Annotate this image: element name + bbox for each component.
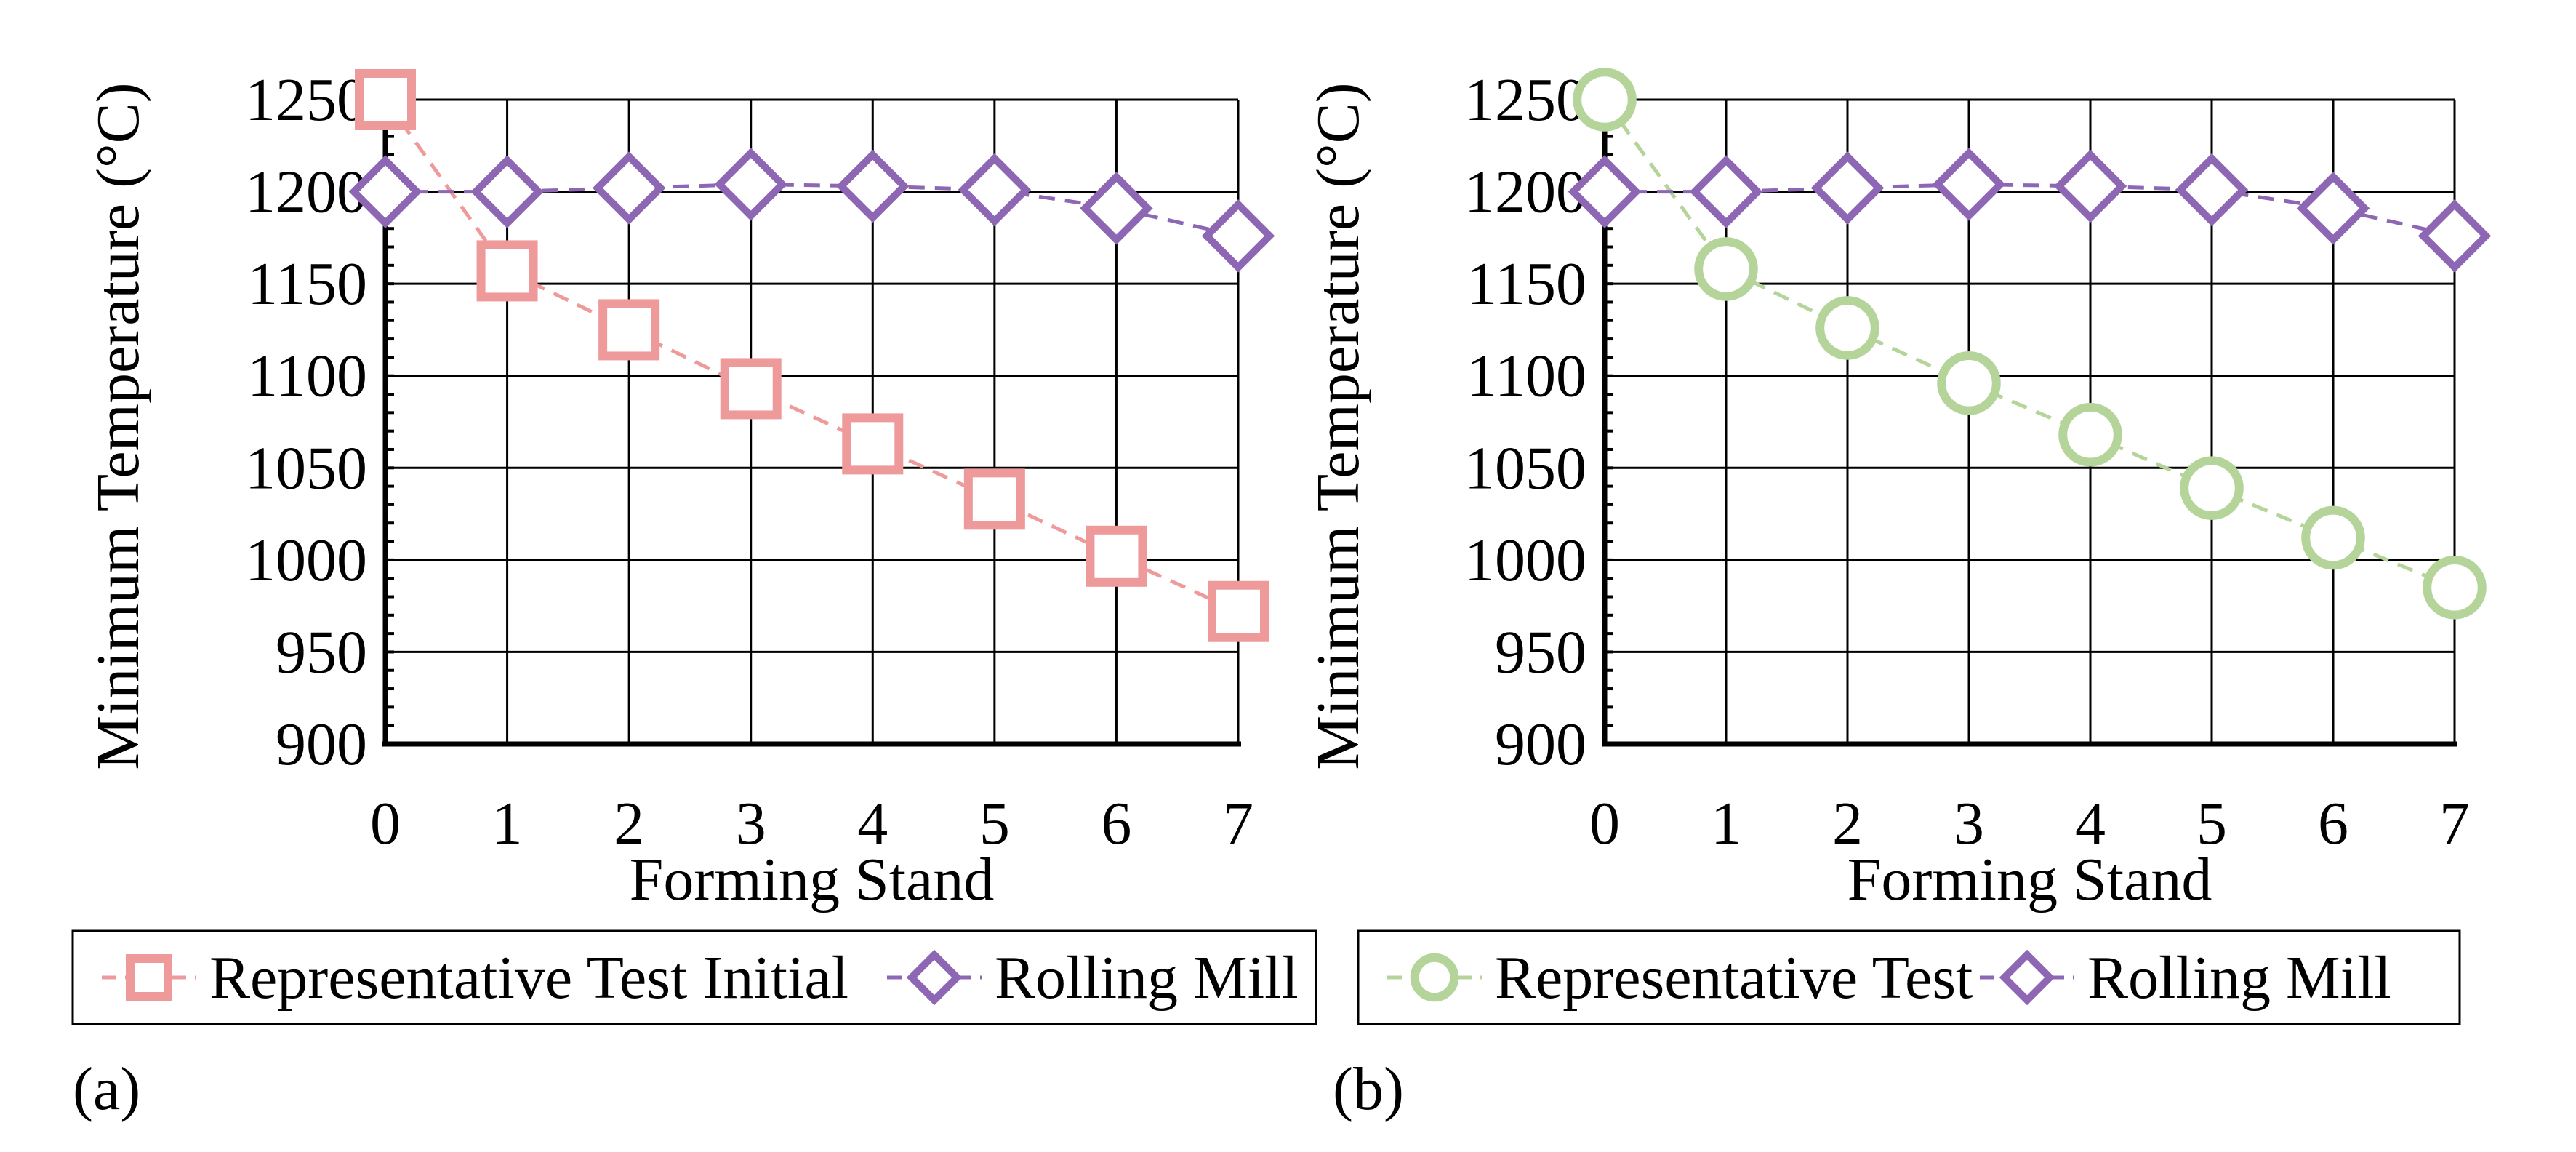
- data-point: [2301, 505, 2365, 570]
- data-point: [348, 155, 422, 228]
- y-axis-title: Minimum Temperature (°C): [1304, 82, 1372, 769]
- y-tick-label: 1250: [245, 66, 367, 134]
- y-tick-label: 1150: [1466, 250, 1586, 318]
- data-point: [963, 468, 1025, 530]
- series-rolling-mill: [348, 148, 1275, 273]
- y-tick-label: 1100: [247, 343, 367, 410]
- data-point: [714, 148, 787, 221]
- y-tick-label: 900: [276, 711, 367, 778]
- panel-label: (b): [1333, 1055, 1404, 1123]
- data-point: [1937, 351, 2001, 415]
- data-point: [598, 299, 660, 361]
- series-representative-test: [1573, 68, 2487, 620]
- legend-label: Rolling Mill: [2087, 944, 2391, 1012]
- y-tick-label: 1050: [1464, 434, 1586, 502]
- data-point: [1080, 172, 1153, 245]
- data-point: [1932, 148, 2006, 221]
- x-axis-title: Forming Stand: [630, 846, 995, 913]
- x-tick-label: 0: [370, 790, 401, 857]
- y-axis-title: Minimum Temperature (°C): [84, 82, 152, 769]
- legend-box: [1357, 929, 2461, 1025]
- y-tick-label: 1200: [1464, 159, 1586, 226]
- data-point: [842, 413, 904, 475]
- chart-panel-a: 900 950 1000 1050 1100 1150 1200 1250 0 1 2 3 4 5 6 7 Fo…: [71, 66, 1317, 1123]
- legend-label: Rolling Mill: [995, 944, 1299, 1012]
- x-axis-title: Forming Stand: [1847, 846, 2212, 913]
- data-point: [2296, 172, 2370, 245]
- data-point: [720, 358, 782, 420]
- legend-item: Representative Test Initial: [102, 944, 848, 1012]
- data-point: [2180, 456, 2244, 520]
- y-tick-label: 1250: [1464, 66, 1586, 134]
- y-tick-label: 1100: [1466, 343, 1586, 410]
- data-point: [355, 69, 416, 130]
- legend-item: Representative Test: [1387, 944, 1973, 1012]
- legend: Representative Test Initial Rolling Mill: [71, 929, 1317, 1025]
- legend: Representative Test Rolling Mill: [1357, 929, 2461, 1025]
- legend-marker: [1410, 953, 1459, 1002]
- data-point: [1573, 68, 1637, 132]
- data-point: [470, 155, 544, 228]
- data-point: [2058, 402, 2122, 467]
- x-tick-label: 2: [1832, 790, 1863, 857]
- legend-marker: [1999, 949, 2055, 1006]
- legend-marker: [906, 949, 963, 1006]
- y-tick-label: 1200: [245, 159, 367, 226]
- y-tick-label: 1150: [247, 250, 367, 318]
- legend-label: Representative Test: [1495, 944, 1973, 1012]
- x-tick-label: 4: [2075, 790, 2106, 857]
- data-point: [1568, 155, 1642, 228]
- y-tick-label: 1000: [245, 527, 367, 594]
- data-point: [1810, 151, 1885, 225]
- data-point: [592, 151, 666, 225]
- legend-marker: [126, 954, 172, 1001]
- y-tick-label: 900: [1495, 711, 1586, 778]
- data-point: [958, 153, 1032, 227]
- data-point: [1815, 296, 1879, 360]
- data-point: [2053, 149, 2127, 223]
- data-point: [1201, 199, 1275, 273]
- x-tick-label: 6: [1101, 790, 1131, 857]
- x-tick-label: 7: [1223, 790, 1253, 857]
- y-tick-label: 950: [1495, 618, 1586, 686]
- x-tick-label: 5: [979, 790, 1010, 857]
- data-point: [1086, 525, 1147, 587]
- x-tick-label: 1: [492, 790, 523, 857]
- x-tick-label: 2: [614, 790, 644, 857]
- x-tick-label: 6: [2318, 790, 2348, 857]
- data-point: [1208, 580, 1269, 642]
- chart-panel-b: 900 950 1000 1050 1100 1150 1200 1250 0 1 2 3 4 5 6 7 Fo…: [1304, 66, 2492, 1123]
- data-point: [2417, 199, 2492, 273]
- x-tick-label: 3: [736, 790, 766, 857]
- x-tick-label: 7: [2439, 790, 2470, 857]
- legend-label: Representative Test Initial: [209, 944, 848, 1012]
- x-tick-label: 4: [857, 790, 888, 857]
- x-tick-label: 5: [2196, 790, 2227, 857]
- legend-box: [71, 929, 1317, 1025]
- data-point: [836, 149, 910, 223]
- y-tick-label: 1000: [1464, 527, 1586, 594]
- x-tick-label: 0: [1589, 790, 1620, 857]
- data-point: [2423, 556, 2487, 620]
- y-tick-label: 1050: [245, 434, 367, 502]
- x-tick-label: 3: [1954, 790, 1984, 857]
- data-point: [476, 240, 538, 302]
- y-tick-label: 950: [276, 618, 367, 686]
- legend-item: Rolling Mill: [887, 944, 1299, 1012]
- series-rolling-mill: [1568, 148, 2492, 273]
- data-point: [2175, 153, 2249, 227]
- data-point: [1694, 237, 1758, 301]
- series-representative-test-initial: [355, 69, 1269, 642]
- x-tick-label: 1: [1711, 790, 1741, 857]
- legend-item: Rolling Mill: [1980, 944, 2391, 1012]
- panel-label: (a): [73, 1055, 140, 1123]
- data-point: [1689, 155, 1763, 228]
